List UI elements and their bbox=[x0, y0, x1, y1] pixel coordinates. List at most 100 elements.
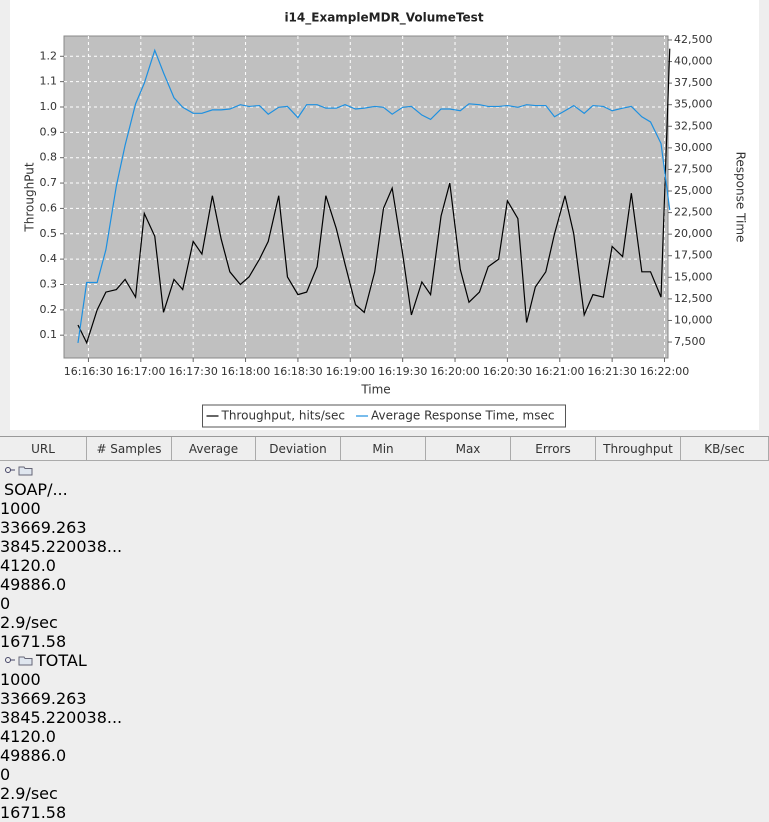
table-cell: 0 bbox=[0, 594, 85, 613]
x-tick-label: 16:20:00 bbox=[430, 365, 479, 378]
cell-text: 0 bbox=[0, 594, 11, 613]
y2-tick-label: 22,500 bbox=[674, 206, 713, 219]
table-cell: SOAP/... bbox=[0, 461, 91, 499]
y2-tick-label: 15,000 bbox=[674, 270, 713, 283]
cell-text: TOTAL bbox=[36, 651, 87, 670]
table-cell: 33669.263 bbox=[0, 518, 87, 537]
cell-text: 1000 bbox=[0, 670, 41, 689]
legend-label: Average Response Time, msec bbox=[371, 409, 554, 423]
y-tick-label: 0.9 bbox=[40, 125, 58, 138]
y-axis-label: ThroughPut bbox=[23, 162, 37, 232]
y2-tick-label: 10,000 bbox=[674, 313, 713, 326]
table-header: URL # Samples Average Deviation Min Max Errors… bbox=[0, 437, 769, 461]
table-cell: 49886.0 bbox=[0, 575, 85, 594]
cell-text: 1671.58 bbox=[0, 632, 67, 651]
y2-tick-label: 37,500 bbox=[674, 76, 713, 89]
y2-tick-label: 25,000 bbox=[674, 184, 713, 197]
y2-tick-label: 30,000 bbox=[674, 141, 713, 154]
y2-axis-label: Response Time bbox=[734, 152, 748, 243]
y-tick-label: 1.1 bbox=[40, 75, 58, 88]
x-tick-label: 16:16:30 bbox=[64, 365, 113, 378]
table-cell: 1000 bbox=[0, 670, 85, 689]
x-tick-label: 16:17:00 bbox=[116, 365, 165, 378]
cell-text: 1671.58 bbox=[0, 803, 67, 822]
cell-text: 33669.263 bbox=[0, 689, 87, 708]
cell-text: 0 bbox=[0, 765, 11, 784]
table-cell: 0 bbox=[0, 765, 85, 784]
table-cell: 3845.220038... bbox=[0, 537, 122, 556]
table-cell: 1671.58 bbox=[0, 632, 88, 651]
series-line bbox=[77, 48, 671, 345]
legend: Throughput, hits/sec Average Response Tim… bbox=[202, 404, 566, 428]
table-cell: 4120.0 bbox=[0, 727, 85, 746]
cell-text: 4120.0 bbox=[0, 727, 56, 746]
chart: i14_ExampleMDR_VolumeTest Time ThroughPu… bbox=[10, 0, 759, 430]
y2-tick-label: 42,500 bbox=[674, 33, 713, 46]
column-header[interactable]: Min bbox=[341, 437, 426, 460]
chart-title: i14_ExampleMDR_VolumeTest bbox=[284, 11, 483, 26]
y-tick-label: 0.6 bbox=[40, 201, 58, 214]
row-icons bbox=[5, 656, 33, 666]
cell-text: 2.9/sec bbox=[0, 613, 58, 632]
x-tick-label: 16:20:30 bbox=[483, 365, 532, 378]
cell-text: 49886.0 bbox=[0, 575, 67, 594]
folder-icon bbox=[18, 656, 33, 666]
y2-tick-label: 35,000 bbox=[674, 98, 713, 111]
y2-tick-label: 12,500 bbox=[674, 292, 713, 305]
results-table: URL # Samples Average Deviation Min Max Errors… bbox=[0, 436, 769, 822]
table-cell: 49886.0 bbox=[0, 746, 85, 765]
series-line bbox=[77, 48, 671, 343]
x-tick-label: 16:17:30 bbox=[168, 365, 217, 378]
y2-tick-label: 40,000 bbox=[674, 55, 713, 68]
y-tick-label: 0.3 bbox=[40, 277, 58, 290]
column-header[interactable]: Max bbox=[426, 437, 511, 460]
cell-text: 49886.0 bbox=[0, 746, 67, 765]
y-tick-label: 0.4 bbox=[40, 252, 58, 265]
x-tick-label: 16:22:00 bbox=[640, 365, 689, 378]
table-cell: 1000 bbox=[0, 499, 85, 518]
y-tick-label: 0.2 bbox=[40, 303, 58, 316]
column-header[interactable]: Throughput bbox=[596, 437, 681, 460]
legend-box bbox=[202, 404, 566, 428]
column-header[interactable]: Average bbox=[172, 437, 256, 460]
y2-tick-label: 20,000 bbox=[674, 227, 713, 240]
table-cell: 1671.58 bbox=[0, 803, 88, 822]
y-tick-label: 1.0 bbox=[40, 100, 58, 113]
cell-text: 4120.0 bbox=[0, 556, 56, 575]
y2-tick-label: 27,500 bbox=[674, 162, 713, 175]
table-cell: 4120.0 bbox=[0, 556, 85, 575]
x-tick-label: 16:19:00 bbox=[326, 365, 375, 378]
table-body: SOAP/... 1000 33669.263 3845.220038... 4120.… bbox=[0, 461, 769, 822]
table-row[interactable]: SOAP/... 1000 33669.263 3845.220038... 4120.… bbox=[0, 461, 769, 651]
column-header[interactable]: URL bbox=[0, 437, 87, 460]
table-cell: 3845.220038... bbox=[0, 708, 122, 727]
key-icon bbox=[5, 467, 11, 473]
x-tick-label: 16:18:00 bbox=[221, 365, 270, 378]
table-cell: 2.9/sec bbox=[0, 613, 85, 632]
y2-tick-label: 7,500 bbox=[674, 335, 706, 348]
table-row[interactable]: TOTAL 1000 33669.263 3845.220038... 4120.0 49… bbox=[0, 651, 769, 822]
y-tick-label: 0.8 bbox=[40, 151, 58, 164]
x-axis-label: Time bbox=[360, 383, 390, 397]
y2-tick-label: 32,500 bbox=[674, 119, 713, 132]
key-icon bbox=[5, 657, 11, 663]
cell-text: SOAP/... bbox=[4, 480, 68, 499]
column-header[interactable]: Errors bbox=[511, 437, 596, 460]
table-cell: TOTAL bbox=[0, 651, 91, 670]
y-tick-label: 1.2 bbox=[40, 49, 58, 62]
y2-tick-label: 17,500 bbox=[674, 249, 713, 262]
legend-label: Throughput, hits/sec bbox=[221, 409, 346, 423]
column-header[interactable]: KB/sec bbox=[681, 437, 769, 460]
cell-text: 3845.220038... bbox=[0, 708, 123, 727]
column-header[interactable]: Deviation bbox=[256, 437, 341, 460]
folder-icon bbox=[18, 466, 33, 476]
row-icons bbox=[5, 466, 33, 476]
x-tick-label: 16:21:30 bbox=[587, 365, 636, 378]
cell-text: 3845.220038... bbox=[0, 537, 123, 556]
column-header[interactable]: # Samples bbox=[87, 437, 172, 460]
x-tick-label: 16:18:30 bbox=[273, 365, 322, 378]
x-tick-label: 16:19:30 bbox=[378, 365, 427, 378]
y-tick-label: 0.7 bbox=[40, 176, 58, 189]
x-tick-label: 16:21:00 bbox=[535, 365, 584, 378]
